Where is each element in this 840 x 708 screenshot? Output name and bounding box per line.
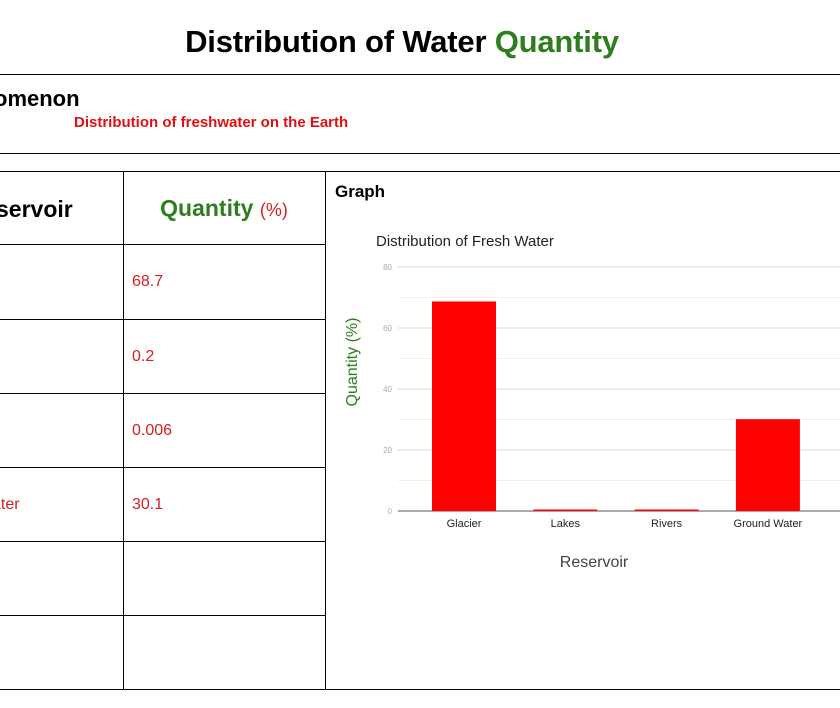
bar-ground-water: [735, 419, 800, 511]
bar-lakes: [533, 509, 598, 511]
row-divider: [0, 615, 325, 616]
table-cell-quantity: 30.1: [132, 496, 164, 513]
row-divider: [0, 541, 325, 542]
y-tick-label: 60: [383, 324, 392, 333]
phenomenon-label: omenon: [0, 86, 80, 111]
header-quantity-unit: (%): [259, 200, 288, 220]
table-graph-divider: [325, 171, 326, 689]
y-tick-label: 20: [383, 446, 392, 455]
y-tick-label: 40: [383, 385, 392, 394]
phenomenon-value: Distribution of freshwater on the Earth: [74, 114, 349, 131]
table-cell-quantity: 0.006: [132, 422, 173, 439]
x-tick-label: Lakes: [551, 518, 581, 530]
header-quantity: Quantity (%): [124, 195, 324, 222]
bar-rivers: [634, 509, 699, 511]
y-tick-label: 80: [383, 263, 392, 272]
x-tick-label: Glacier: [447, 518, 482, 530]
header-reservoir: servoir: [0, 196, 73, 222]
table-cell-reservoir: ater: [0, 496, 20, 513]
table-column-divider: [123, 171, 124, 689]
table-cell-quantity: 68.7: [132, 273, 164, 290]
page-title: Distribution of Water Quantity: [0, 24, 804, 60]
row-divider: [0, 467, 325, 468]
row-divider: [0, 319, 325, 320]
divider-top: [0, 74, 840, 75]
row-divider: [0, 393, 325, 394]
table-top-border: [0, 171, 840, 172]
graph-label: Graph: [335, 182, 386, 201]
bar-chart: Distribution of Fresh Water 0 20 40 60 80 Glac…: [344, 233, 840, 571]
y-axis-label: Quantity (%): [344, 318, 361, 407]
table-bottom-border: [0, 689, 840, 690]
chart-title: Distribution of Fresh Water: [376, 233, 554, 250]
divider-phenomenon: [0, 153, 840, 154]
title-part-main: Distribution of Water: [185, 24, 487, 59]
table-cell-quantity: 0.2: [132, 348, 155, 365]
y-tick-label: 0: [388, 507, 393, 516]
title-part-highlight: Quantity: [494, 24, 619, 59]
x-axis-label: Reservoir: [560, 554, 629, 571]
bar-glacier: [432, 301, 496, 511]
header-quantity-label: Quantity: [160, 195, 254, 221]
x-tick-label: Rivers: [651, 518, 683, 530]
x-tick-label: Ground Water: [734, 518, 803, 530]
row-divider: [0, 244, 325, 245]
